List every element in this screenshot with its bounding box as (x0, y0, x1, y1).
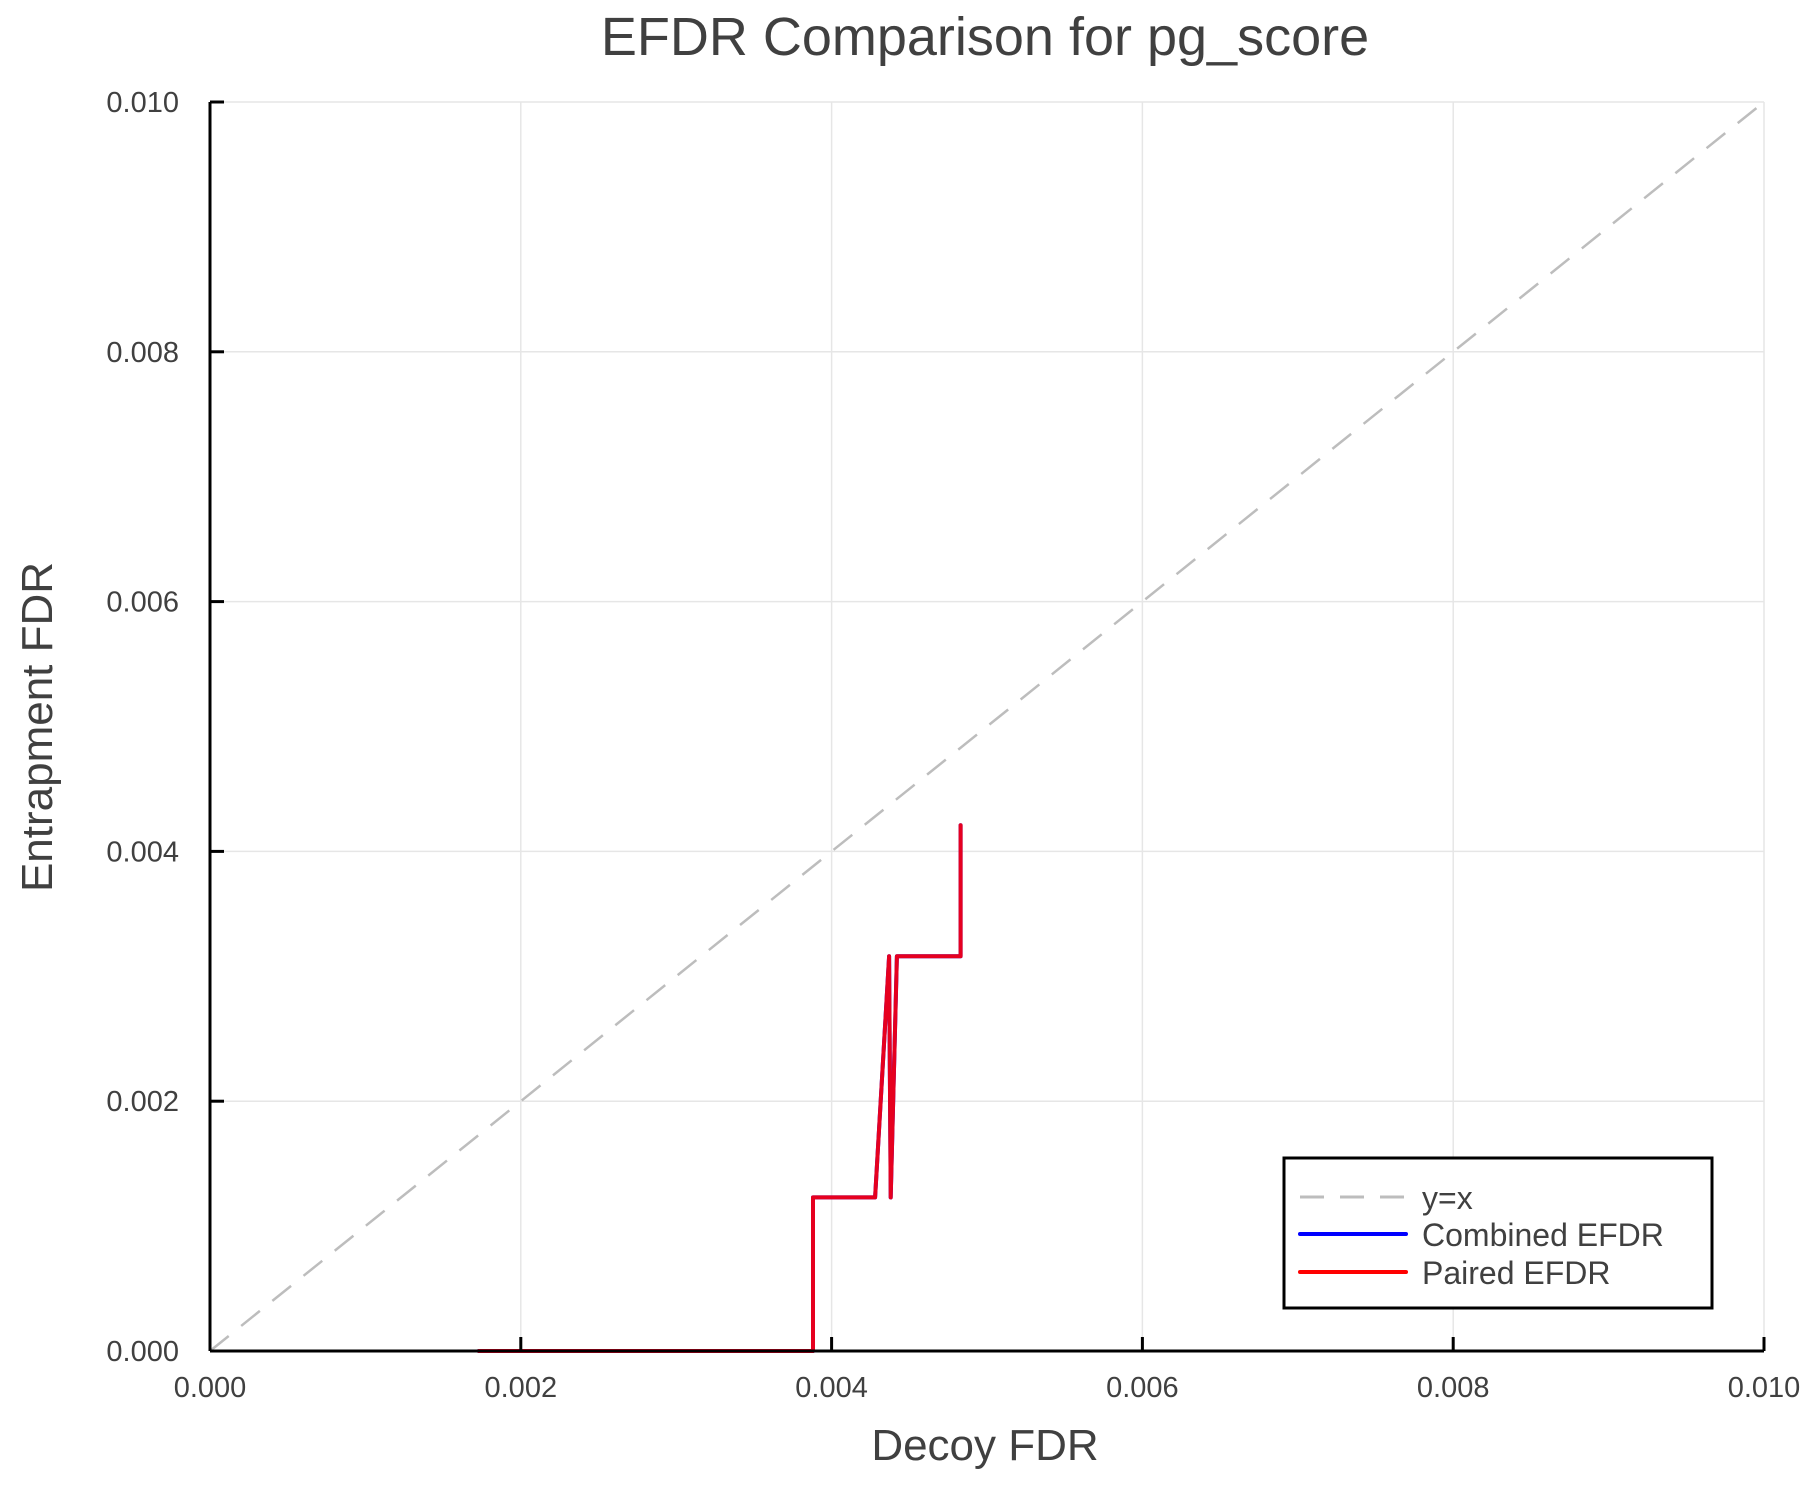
grid-lines (209, 101, 1765, 1352)
x-axis-ticks: 0.000 0.002 0.004 0.006 0.008 0.010 (174, 1337, 1800, 1404)
y-tick-label: 0.004 (106, 836, 179, 868)
x-tick-label: 0.006 (1106, 1372, 1179, 1404)
x-axis-label: Decoy FDR (871, 1421, 1098, 1470)
y-tick-label: 0.008 (106, 337, 179, 369)
legend-label-identity: y=x (1422, 1180, 1473, 1216)
chart-title: EFDR Comparison for pg_score (601, 7, 1369, 67)
y-tick-label: 0.000 (106, 1336, 179, 1368)
x-tick-label: 0.004 (795, 1372, 868, 1404)
y-tick-label: 0.002 (106, 1086, 179, 1118)
axes-frame (208, 102, 1764, 1353)
x-tick-label: 0.002 (485, 1372, 558, 1404)
y-tick-label: 0.006 (106, 587, 179, 619)
x-tick-label: 0.010 (1728, 1372, 1800, 1404)
legend-label-paired: Paired EFDR (1422, 1255, 1611, 1291)
x-tick-label: 0.000 (174, 1372, 247, 1404)
paired-efdr-line (476, 823, 963, 1353)
legend: y=x Combined EFDR Paired EFDR (1282, 1156, 1714, 1310)
y-axis-ticks: 0.000 0.002 0.004 0.006 0.008 0.010 (106, 87, 224, 1368)
identity-line (209, 101, 1765, 1352)
y-axis-label: Entrapment FDR (13, 562, 62, 892)
legend-label-combined: Combined EFDR (1422, 1217, 1664, 1253)
x-tick-label: 0.008 (1417, 1372, 1490, 1404)
y-tick-label: 0.010 (106, 87, 179, 119)
